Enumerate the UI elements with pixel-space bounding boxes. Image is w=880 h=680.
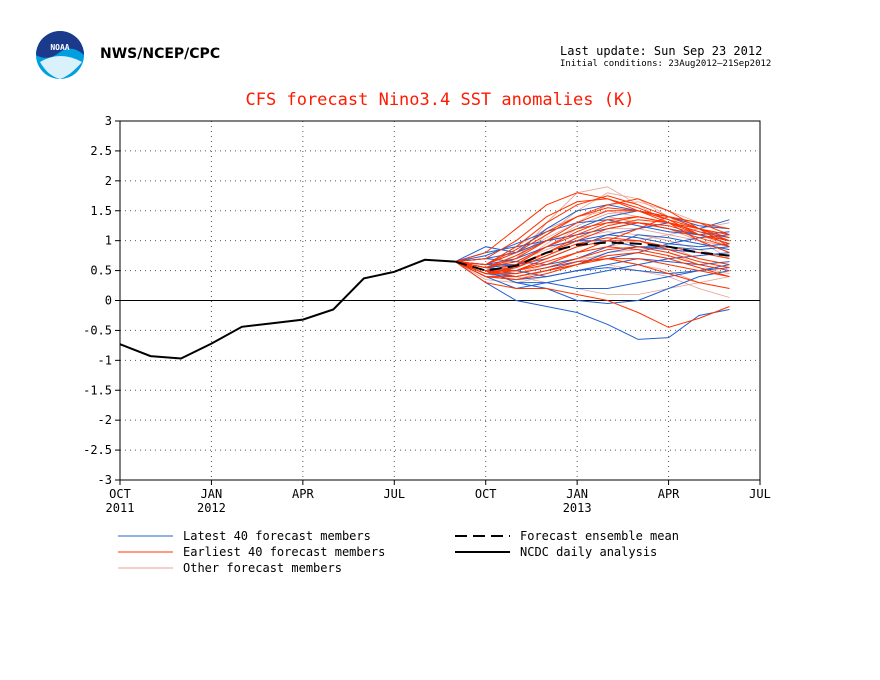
last-update-label: Last update: Sun Sep 23 2012 xyxy=(560,44,763,58)
y-tick-label: -2.5 xyxy=(83,443,112,457)
legend-label: Latest 40 forecast members xyxy=(183,529,371,543)
earliest-member-line xyxy=(455,219,730,275)
x-tick-year-label: 2011 xyxy=(106,501,135,515)
legend-label: Earliest 40 forecast members xyxy=(183,545,385,559)
x-tick-label: JAN xyxy=(201,487,223,501)
analysis-line xyxy=(119,258,456,360)
chart-title: CFS forecast Nino3.4 SST anomalies (K) xyxy=(245,90,635,110)
earliest-member-line xyxy=(455,210,730,269)
y-tick-label: -2 xyxy=(98,413,112,427)
earliest-member-line xyxy=(455,246,730,275)
y-tick-label: -0.5 xyxy=(83,323,112,337)
y-tick-label: 0 xyxy=(105,294,112,308)
earliest-member-line xyxy=(454,258,730,278)
series-lines xyxy=(119,241,730,360)
y-tick-label: -1 xyxy=(98,353,112,367)
noaa-logo-icon: NOAA xyxy=(36,31,84,79)
x-tick-label: JUL xyxy=(383,487,405,501)
earliest-member-line xyxy=(455,192,730,263)
y-tick-label: 1.5 xyxy=(90,204,112,218)
latest-member-line xyxy=(455,246,730,278)
y-tick-label: 1 xyxy=(105,234,112,248)
latest-member-line xyxy=(455,234,730,269)
x-tick-label: JUL xyxy=(749,487,771,501)
y-tick-label: 2 xyxy=(105,174,112,188)
latest-member-line xyxy=(454,261,730,340)
ensemble-members xyxy=(454,186,730,340)
y-tick-label: 3 xyxy=(105,114,112,128)
y-tick-label: -1.5 xyxy=(83,383,112,397)
y-tick-label: 2.5 xyxy=(90,144,112,158)
latest-member-line xyxy=(455,234,730,266)
earliest-member-line xyxy=(455,258,730,289)
x-tick-label: JAN xyxy=(566,487,588,501)
legend-label: Forecast ensemble mean xyxy=(520,529,679,543)
axes: -3-2.5-2-1.5-1-0.500.511.522.53OCT2011JA… xyxy=(83,114,771,515)
x-tick-label: APR xyxy=(658,487,680,501)
grid xyxy=(120,121,760,480)
initial-conditions-label: Initial conditions: 23Aug2012–21Sep2012 xyxy=(560,59,772,69)
x-tick-label: OCT xyxy=(109,487,131,501)
x-tick-label: APR xyxy=(292,487,314,501)
noaa-logo-text: NOAA xyxy=(50,43,69,52)
ensemble-mean-line xyxy=(454,241,730,272)
earliest-member-line xyxy=(455,216,730,269)
legend: Latest 40 forecast members Earliest 40 fo… xyxy=(118,529,679,575)
x-tick-label: OCT xyxy=(475,487,497,501)
y-tick-label: 0.5 xyxy=(90,264,112,278)
legend-label: NCDC daily analysis xyxy=(520,545,657,559)
org-label: NWS/NCEP/CPC xyxy=(100,46,221,62)
x-tick-year-label: 2012 xyxy=(197,501,226,515)
earliest-member-line xyxy=(454,261,730,328)
earliest-member-line xyxy=(455,207,730,266)
x-tick-year-label: 2013 xyxy=(563,501,592,515)
y-tick-label: -3 xyxy=(98,473,112,487)
legend-label: Other forecast members xyxy=(183,561,342,575)
